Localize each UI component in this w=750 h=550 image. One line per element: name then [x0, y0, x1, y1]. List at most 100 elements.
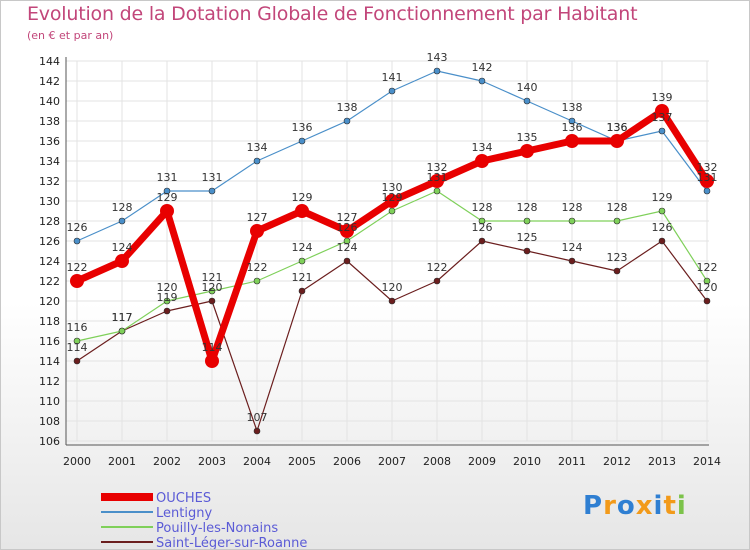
- y-tick-label: 106: [39, 435, 60, 448]
- data-label: 126: [337, 221, 358, 234]
- data-label: 124: [337, 241, 358, 254]
- data-label: 127: [337, 211, 358, 224]
- data-label: 114: [67, 341, 88, 354]
- data-label: 120: [157, 281, 178, 294]
- data-label: 140: [517, 81, 538, 94]
- data-label: 119: [157, 291, 178, 304]
- data-point: [298, 137, 306, 145]
- legend-entry: Pouilly-les-Nonains: [156, 521, 278, 536]
- data-point: [658, 237, 666, 245]
- data-point: [703, 187, 711, 195]
- x-tick-label: 2013: [648, 455, 676, 468]
- data-point: [295, 204, 309, 218]
- logo-letter: o: [616, 491, 636, 521]
- data-label: 122: [697, 261, 718, 274]
- logo-letter: i: [676, 491, 687, 521]
- data-point: [388, 87, 396, 95]
- data-point: [478, 217, 486, 225]
- data-label: 137: [652, 111, 673, 124]
- data-point: [433, 67, 441, 75]
- y-tick-label: 110: [39, 395, 60, 408]
- y-tick-label: 120: [39, 295, 60, 308]
- series-layer: [70, 67, 714, 435]
- data-labels: 1141171191201071211241201221261251241231…: [67, 51, 718, 424]
- data-point: [163, 307, 171, 315]
- y-tick-label: 122: [39, 275, 60, 288]
- data-label: 124: [562, 241, 583, 254]
- data-point: [658, 207, 666, 215]
- data-label: 134: [247, 141, 268, 154]
- x-tick-label: 2012: [603, 455, 631, 468]
- data-label: 116: [67, 321, 88, 334]
- data-label: 128: [517, 201, 538, 214]
- proxiti-logo: Proxiti: [583, 491, 687, 521]
- x-tick-label: 2014: [693, 455, 721, 468]
- data-point: [655, 104, 669, 118]
- data-label: 131: [202, 171, 223, 184]
- logo-letter: x: [635, 491, 654, 521]
- data-point: [478, 77, 486, 85]
- data-point: [118, 327, 126, 335]
- data-point: [208, 187, 216, 195]
- x-tick-label: 2005: [288, 455, 316, 468]
- x-tick-label: 2006: [333, 455, 361, 468]
- data-label: 128: [112, 201, 133, 214]
- logo-letter: P: [583, 491, 604, 521]
- data-point: [208, 287, 216, 295]
- x-tick-label: 2009: [468, 455, 496, 468]
- x-tick-label: 2000: [63, 455, 91, 468]
- data-label: 130: [382, 181, 403, 194]
- x-tick-label: 2001: [108, 455, 136, 468]
- data-label: 117: [112, 311, 133, 324]
- data-point: [613, 267, 621, 275]
- data-point: [343, 117, 351, 125]
- data-label: 132: [427, 161, 448, 174]
- data-point: [160, 204, 174, 218]
- y-tick-label: 130: [39, 195, 60, 208]
- data-label: 107: [247, 411, 268, 424]
- legend-entry: Saint-Léger-sur-Roanne: [156, 536, 307, 549]
- y-tick-label: 114: [39, 355, 60, 368]
- data-label: 136: [607, 121, 628, 134]
- data-label: 136: [292, 121, 313, 134]
- legend-entry: Lentigny: [156, 506, 212, 521]
- data-label: 126: [472, 221, 493, 234]
- data-label: 136: [562, 121, 583, 134]
- data-point: [523, 247, 531, 255]
- data-point: [475, 154, 489, 168]
- data-point: [523, 217, 531, 225]
- legend: OUCHESLentignyPouilly-les-NonainsSaint-L…: [101, 491, 307, 549]
- data-label: 126: [652, 221, 673, 234]
- data-point: [565, 134, 579, 148]
- data-point: [298, 287, 306, 295]
- data-label: 129: [157, 191, 178, 204]
- data-label: 128: [472, 201, 493, 214]
- y-tick-label: 144: [39, 55, 60, 68]
- logo-letter: i: [653, 491, 664, 521]
- data-point: [385, 194, 399, 208]
- data-label: 132: [697, 161, 718, 174]
- data-point: [478, 237, 486, 245]
- data-label: 122: [67, 261, 88, 274]
- data-point: [70, 274, 84, 288]
- x-tick-label: 2004: [243, 455, 271, 468]
- data-label: 122: [427, 261, 448, 274]
- data-point: [703, 277, 711, 285]
- data-point: [208, 297, 216, 305]
- data-point: [115, 254, 129, 268]
- data-point: [700, 174, 714, 188]
- y-tick-label: 124: [39, 255, 60, 268]
- data-point: [433, 187, 441, 195]
- y-tick-label: 126: [39, 235, 60, 248]
- data-label: 141: [382, 71, 403, 84]
- legend-entry: OUCHES: [156, 491, 211, 506]
- data-label: 120: [697, 281, 718, 294]
- data-label: 127: [247, 211, 268, 224]
- data-label: 117: [112, 311, 133, 324]
- y-tick-label: 142: [39, 75, 60, 88]
- data-point: [73, 357, 81, 365]
- y-tick-label: 132: [39, 175, 60, 188]
- y-tick-label: 140: [39, 95, 60, 108]
